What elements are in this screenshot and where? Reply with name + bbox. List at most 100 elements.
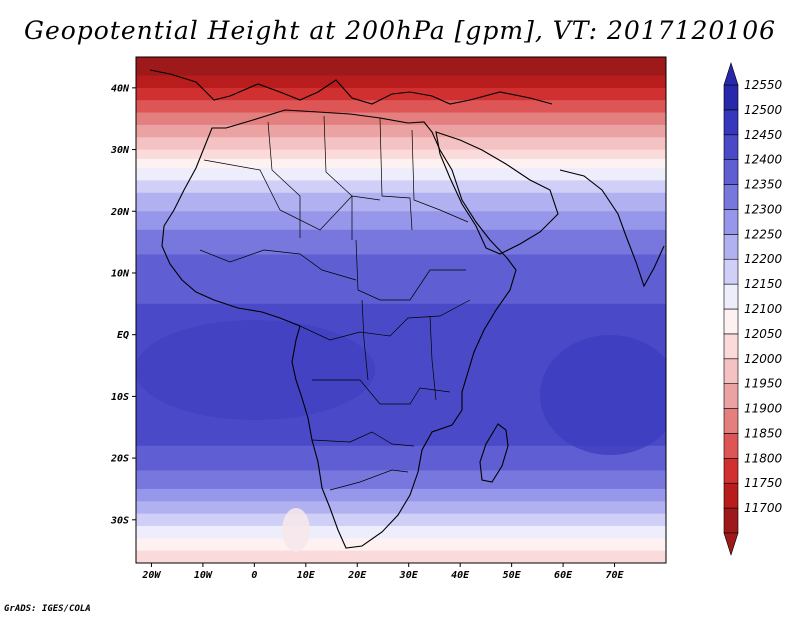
lon-tick-label: 20E: [347, 570, 367, 581]
colorbar-swatch: [723, 159, 739, 185]
high-center-indian-ocean: [540, 335, 666, 455]
colorbar-swatch: [723, 84, 739, 111]
colorbar-label: 12050: [744, 327, 783, 341]
border-line: [429, 315, 437, 401]
colorbar-label: 12300: [744, 202, 783, 216]
colorbar-swatch: [723, 433, 739, 459]
colorbar-label: 12000: [744, 352, 783, 366]
colorbar-label: 12550: [744, 78, 783, 92]
lon-tick-label: 50E: [503, 570, 522, 581]
height-band: [136, 168, 666, 182]
lon-tick-label: 60E: [554, 570, 573, 581]
colorbar-swatch: [723, 109, 739, 136]
border-line: [355, 239, 466, 301]
lon-tick-label: 10W: [194, 570, 213, 581]
madagascar-coastline: [479, 423, 509, 483]
lon-tick-label: 30E: [399, 570, 419, 581]
colorbar: 11700 11750 11800 11850 11900 11950 12000 12050…: [723, 62, 783, 556]
arabian-peninsula-coastline: [435, 131, 559, 255]
colorbar-label: 11800: [744, 451, 783, 465]
height-band: [136, 87, 666, 101]
border-line: [323, 115, 353, 240]
height-band: [136, 513, 666, 527]
border-line: [311, 431, 415, 447]
height-band: [136, 100, 666, 114]
grads-credit: GrADS: IGES/COLA: [4, 604, 91, 614]
lat-tick-label: EQ: [117, 330, 129, 341]
africa-coastline: [161, 109, 517, 549]
height-band: [136, 57, 666, 77]
height-band: [136, 229, 666, 256]
lon-tick-label: 0: [251, 570, 257, 581]
colorbar-label: 12450: [744, 128, 783, 142]
height-band: [136, 488, 666, 502]
colorbar-label: 12100: [744, 302, 783, 316]
border-line: [199, 249, 357, 281]
border-line: [267, 121, 301, 238]
colorbar-label: 11850: [744, 426, 783, 440]
height-field: [136, 57, 666, 563]
height-band: [136, 192, 666, 212]
longitude-axis: 20W 10W 0 10E 20E 30E 40E 50E 60E 70E: [141, 563, 625, 581]
border-line: [312, 379, 451, 405]
lat-tick-label: 20S: [110, 454, 129, 465]
lat-tick-label: 40N: [111, 83, 130, 94]
trough-south-atlantic: [282, 508, 310, 552]
colorbar-max-arrow: [723, 62, 739, 86]
height-band: [136, 112, 666, 126]
colorbar-swatch: [723, 209, 739, 235]
border-line: [379, 117, 413, 231]
high-center-east-africa: [136, 320, 375, 420]
latitude-axis: 40N 30N 20N 10N EQ 10S 20S 30S: [110, 83, 136, 526]
colorbar-label: 12400: [744, 153, 783, 167]
colorbar-swatch: [723, 283, 739, 310]
colorbar-swatch: [723, 482, 739, 509]
south-asia-coastline: [559, 169, 665, 288]
high-centers: [136, 320, 666, 552]
height-band: [136, 124, 666, 138]
colorbar-swatch: [723, 258, 739, 285]
colorbar-swatch: [723, 184, 739, 210]
lat-tick-label: 10S: [111, 392, 129, 403]
colorbar-label: 11750: [744, 476, 783, 490]
height-band: [136, 501, 666, 515]
height-band: [136, 149, 666, 160]
height-band: [136, 538, 666, 552]
europe-coastline: [149, 69, 553, 105]
colorbar-label: 11700: [744, 501, 783, 515]
height-band: [136, 254, 666, 305]
map-title: Geopotential Height at 200hPa [gpm], VT:…: [23, 16, 777, 45]
colorbar-swatch: [723, 358, 739, 384]
colorbar-label: 12250: [744, 227, 783, 241]
lat-tick-label: 10N: [111, 268, 130, 279]
colorbar-swatch: [723, 234, 739, 260]
lat-tick-label: 30N: [110, 145, 130, 156]
colorbar-swatch: [723, 383, 739, 409]
border-line: [299, 299, 471, 341]
height-band: [136, 75, 666, 89]
border-line: [329, 469, 409, 491]
colorbar-swatch: [723, 458, 739, 484]
coastlines: [149, 69, 665, 549]
height-band: [136, 470, 666, 490]
height-band: [136, 158, 666, 169]
map-frame: [135, 56, 667, 564]
colorbar-label: 12500: [744, 103, 783, 117]
lat-tick-label: 20N: [110, 207, 130, 218]
lat-tick-label: 30S: [110, 515, 129, 526]
lon-tick-label: 10E: [297, 570, 316, 581]
border-line: [361, 299, 369, 381]
colorbar-min-arrow: [723, 532, 739, 556]
colorbar-swatch: [723, 134, 739, 160]
border-line: [411, 129, 469, 223]
colorbar-swatch: [723, 408, 739, 434]
colorbar-swatch: [723, 333, 739, 360]
colorbar-label: 12200: [744, 252, 783, 266]
colorbar-label: 11900: [744, 402, 783, 416]
colorbar-label: 11950: [744, 377, 783, 391]
lon-tick-label: 40E: [451, 570, 470, 581]
colorbar-label: 12150: [744, 277, 783, 291]
lon-tick-label: 20W: [141, 570, 161, 581]
height-band: [136, 445, 666, 472]
